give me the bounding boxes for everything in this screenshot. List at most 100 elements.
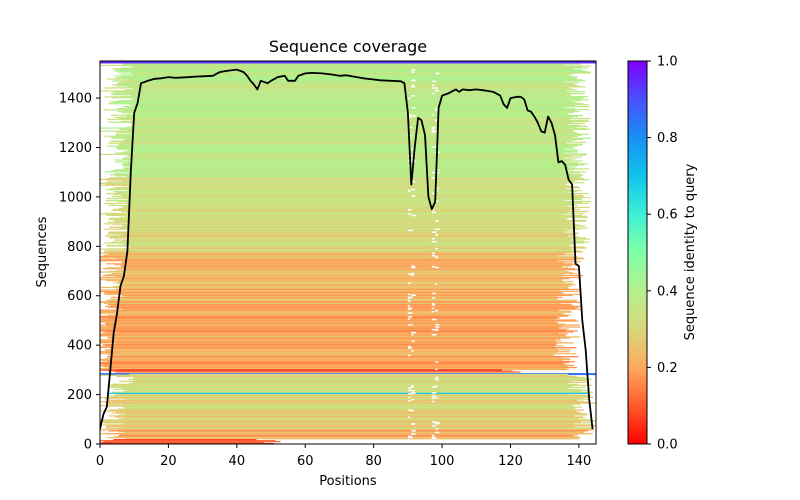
- gap-mark: [435, 283, 438, 285]
- alignment-row: [110, 188, 566, 190]
- alignment-row: [100, 286, 569, 289]
- alignment-row-highlight: [106, 392, 590, 394]
- gap-mark: [407, 209, 412, 211]
- alignment-row: [120, 434, 578, 436]
- alignment-row: [106, 245, 570, 247]
- alignment-row: [106, 425, 596, 427]
- alignment-row: [129, 373, 569, 376]
- alignment-fragment: [119, 146, 134, 148]
- gap-mark: [411, 423, 414, 425]
- alignment-row: [123, 165, 578, 167]
- alignment-row: [106, 178, 585, 180]
- alignment-row: [100, 278, 563, 281]
- gap-mark: [407, 282, 411, 285]
- alignment-row: [114, 121, 574, 124]
- alignment-row: [115, 131, 576, 133]
- gap-mark: [435, 431, 440, 434]
- alignment-fragment: [100, 277, 124, 279]
- alignment-row: [105, 323, 566, 325]
- alignment-row: [121, 120, 590, 123]
- alignment-row: [111, 97, 584, 99]
- alignment-row: [122, 167, 576, 169]
- alignment-row: [107, 356, 579, 358]
- alignment-row: [122, 163, 588, 165]
- alignment-row: [107, 314, 571, 316]
- alignment-row: [111, 396, 594, 398]
- alignment-fragment: [100, 319, 118, 321]
- alignment-fragment: [122, 94, 146, 96]
- alignment-row: [105, 433, 593, 435]
- colorbar-tick-label: 0.0: [657, 438, 678, 453]
- gap-mark: [407, 308, 412, 311]
- y-tick-label: 1000: [59, 190, 92, 205]
- alignment-fragment: [103, 109, 127, 111]
- alignment-row: [124, 413, 589, 415]
- alignment-row: [130, 132, 580, 134]
- alignment-row: [104, 422, 591, 424]
- alignment-row: [122, 390, 582, 392]
- alignment-row: [111, 304, 574, 306]
- alignment-row: [113, 193, 575, 196]
- alignment-row: [133, 377, 589, 380]
- alignment-row: [105, 401, 590, 403]
- colorbar-tick-label: 1.0: [657, 55, 678, 70]
- alignment-row: [126, 428, 594, 430]
- alignment-row: [120, 427, 594, 429]
- gap-mark: [407, 213, 412, 215]
- alignment-row: [117, 408, 574, 410]
- alignment-row: [115, 134, 583, 136]
- gap-mark: [431, 84, 435, 87]
- alignment-row: [117, 393, 570, 395]
- alignment-row: [107, 118, 571, 121]
- alignment-row: [130, 122, 585, 125]
- alignment-row: [112, 102, 577, 104]
- colorbar-ticks: 0.0 0.2 0.4 0.6 0.8 1.0: [647, 55, 678, 453]
- alignment-row: [122, 181, 574, 183]
- alignment-row: [116, 191, 569, 194]
- alignment-row: [102, 344, 556, 346]
- alignment-row: [114, 239, 571, 241]
- colorbar-tick-label: 0.8: [657, 131, 678, 146]
- alignment-row: [108, 237, 587, 239]
- gap-mark: [431, 302, 435, 305]
- alignment-row: [109, 87, 569, 89]
- alignment-row: [100, 320, 579, 322]
- gap-mark: [431, 92, 435, 95]
- alignment-row: [116, 313, 566, 315]
- gap-mark: [435, 326, 440, 328]
- alignment-row: [115, 152, 565, 154]
- alignment-row: [113, 190, 577, 193]
- alignment-fragment: [110, 140, 135, 143]
- alignment-row: [114, 92, 570, 94]
- gap-mark: [407, 298, 411, 300]
- alignment-fragment: [100, 64, 132, 67]
- alignment-row: [110, 136, 573, 138]
- alignment-row: [112, 68, 574, 70]
- alignment-row: [122, 81, 566, 83]
- alignment-row: [118, 287, 569, 290]
- gap-mark: [435, 256, 439, 259]
- alignment-fragment: [104, 96, 129, 98]
- alignment-fragment: [100, 213, 127, 215]
- alignment-row: [112, 80, 586, 82]
- alignment-row: [131, 72, 591, 74]
- alignment-row: [101, 363, 567, 366]
- gap-mark: [411, 158, 414, 161]
- alignment-fragment: [103, 135, 134, 137]
- coverage-line-layer: [100, 68, 594, 430]
- alignment-row: [111, 91, 585, 93]
- alignment-row: [110, 213, 565, 215]
- alignment-fragment: [100, 401, 128, 403]
- alignment-fragment: [100, 256, 124, 258]
- alignment-row: [122, 283, 576, 286]
- alignment-row: [107, 405, 573, 407]
- alignment-row: [106, 279, 563, 282]
- alignment-fragment: [107, 402, 130, 404]
- alignment-row: [131, 99, 589, 101]
- alignment-row: [127, 198, 582, 201]
- alignment-row: [105, 184, 566, 186]
- alignment-row: [128, 172, 580, 174]
- gap-mark: [435, 119, 438, 121]
- gap-mark: [435, 422, 439, 425]
- x-tick-label: 40: [229, 454, 246, 469]
